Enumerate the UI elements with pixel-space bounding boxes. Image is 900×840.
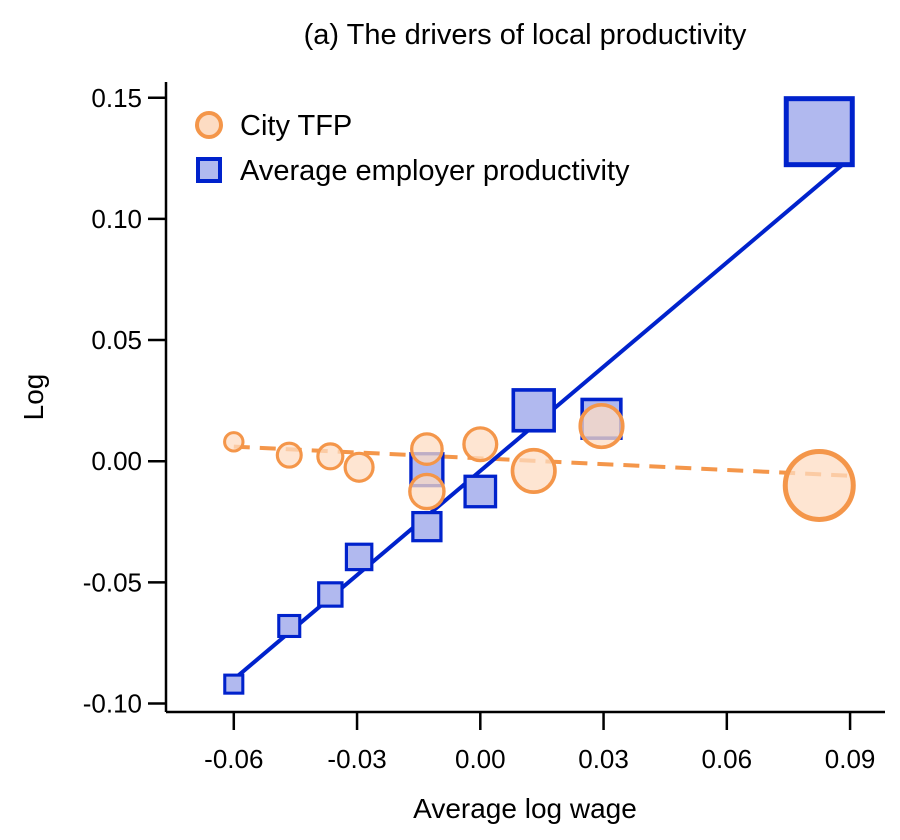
employer-productivity-point	[344, 542, 374, 572]
city-tfp-point	[410, 432, 444, 466]
city-tfp-point	[510, 447, 557, 494]
y-tick-label: -0.05	[83, 567, 142, 597]
legend-employer-productivity-marker	[196, 157, 222, 183]
y-tick-label: 0.05	[91, 325, 142, 355]
y-tick-label: 0.15	[91, 83, 142, 113]
city-tfp-point	[408, 472, 446, 511]
employer-productivity-point	[317, 581, 344, 608]
legend-employer-productivity-label: Average employer productivity	[240, 155, 630, 187]
city-tfp-point	[316, 442, 345, 471]
x-tick-label: 0.09	[825, 744, 876, 774]
city-tfp-point	[275, 441, 303, 469]
chart-title: (a) The drivers of local productivity	[304, 19, 747, 51]
city-tfp-point	[223, 431, 245, 453]
employer-productivity-point	[277, 613, 302, 639]
employer-productivity-point	[511, 388, 556, 433]
y-tick-label: -0.10	[83, 689, 142, 719]
employer-productivity-point	[411, 510, 443, 543]
employer-productivity-point	[783, 96, 855, 168]
city-tfp-point	[462, 426, 499, 463]
x-tick-label: -0.06	[204, 744, 263, 774]
legend-city-tfp-marker	[195, 111, 223, 139]
city-tfp-point	[343, 451, 375, 483]
city-tfp-point	[782, 448, 856, 522]
employer-productivity-point	[463, 474, 498, 509]
city-tfp-point	[578, 403, 625, 450]
x-tick-label: -0.03	[327, 744, 386, 774]
x-tick-label: 0.06	[702, 744, 753, 774]
employer-productivity-point	[223, 673, 245, 695]
y-tick-label: 0.00	[91, 446, 142, 476]
x-axis-label: Average log wage	[413, 793, 637, 824]
y-axis-label: Log	[18, 374, 49, 421]
y-tick-label: 0.10	[91, 204, 142, 234]
x-tick-label: 0.00	[455, 744, 506, 774]
legend-city-tfp-label: City TFP	[240, 110, 352, 142]
x-tick-label: 0.03	[578, 744, 629, 774]
